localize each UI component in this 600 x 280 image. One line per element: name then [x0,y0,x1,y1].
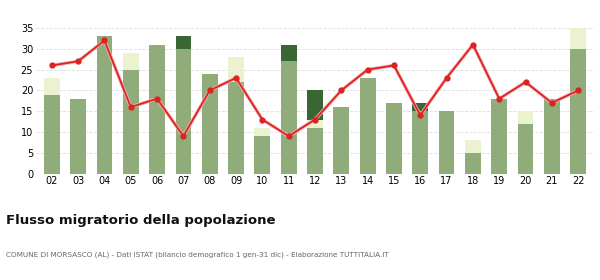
Bar [386,103,402,174]
Bar [149,45,165,174]
Bar [70,99,86,174]
Bar [439,111,455,174]
Bar [518,111,533,124]
Bar [334,107,349,174]
Text: COMUNE DI MORSASCO (AL) - Dati ISTAT (bilancio demografico 1 gen-31 dic) - Elabo: COMUNE DI MORSASCO (AL) - Dati ISTAT (bi… [6,252,389,258]
Bar [518,124,533,174]
Bar [307,128,323,174]
Bar [228,57,244,82]
Bar [254,128,270,136]
Bar [123,70,139,174]
Bar [44,78,59,95]
Bar [465,153,481,174]
Bar [412,103,428,111]
Bar [254,136,270,174]
Bar [307,90,323,120]
Bar [544,99,560,174]
Bar [360,78,376,174]
Bar [44,95,59,174]
Bar [176,49,191,174]
Bar [97,36,112,174]
Bar [202,74,218,174]
Bar [176,36,191,49]
Bar [281,45,296,61]
Bar [228,82,244,174]
Bar [412,111,428,174]
Bar [571,49,586,174]
Bar [307,120,323,128]
Bar [571,28,586,49]
Bar [281,61,296,174]
Bar [491,99,507,174]
Bar [123,53,139,70]
Text: Flusso migratorio della popolazione: Flusso migratorio della popolazione [6,214,275,227]
Bar [465,140,481,153]
